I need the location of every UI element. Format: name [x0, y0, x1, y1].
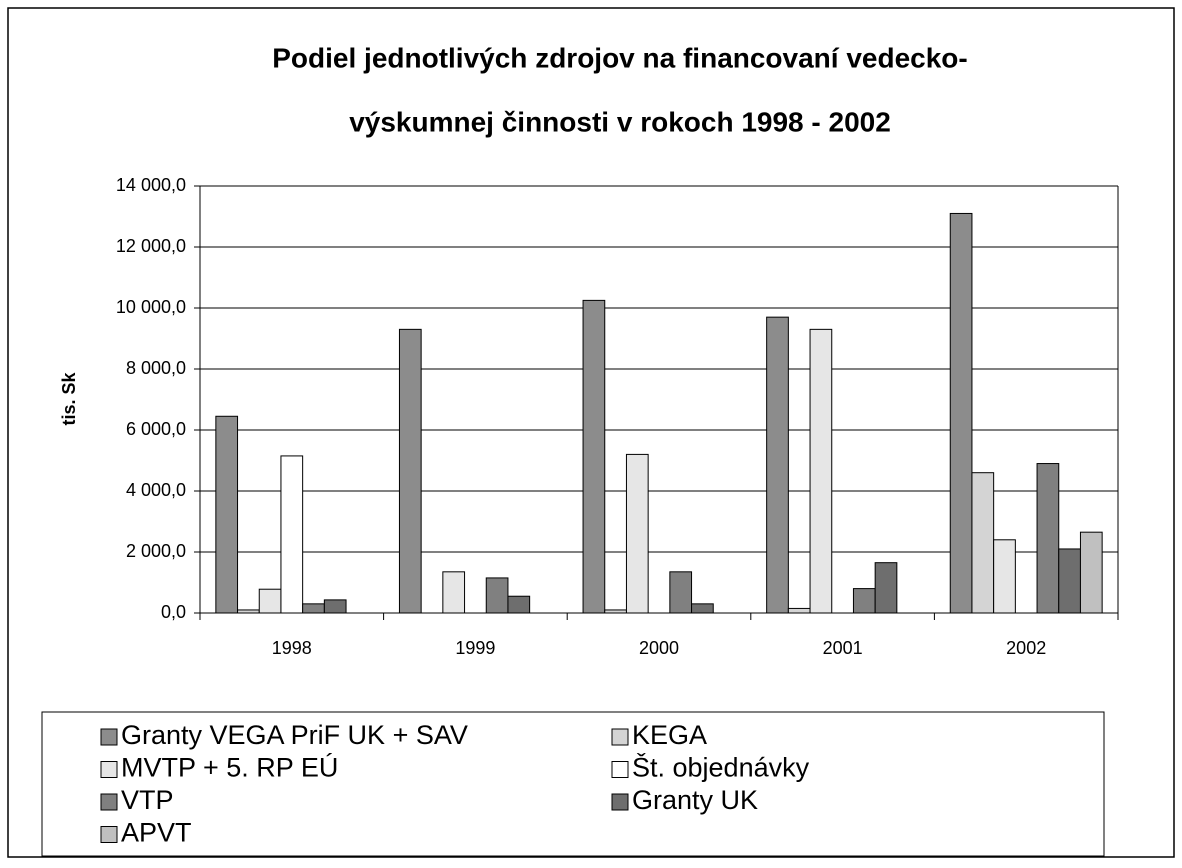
bar	[874, 562, 898, 614]
bar	[507, 595, 531, 614]
bar	[258, 588, 282, 614]
bar	[398, 328, 422, 614]
bar	[280, 455, 304, 614]
x-tick-label: 2002	[1006, 638, 1046, 658]
y-tick-label: 2 000,0	[126, 541, 186, 561]
legend-swatch	[611, 728, 629, 746]
y-axis-label: tis. Sk	[59, 372, 79, 426]
bar	[669, 571, 693, 614]
bar	[993, 539, 1016, 614]
x-tick-label: 2000	[639, 638, 679, 658]
bar	[625, 453, 649, 614]
bar	[485, 577, 509, 614]
legend-swatch	[100, 761, 118, 778]
x-tick-label: 2001	[823, 638, 863, 658]
legend-swatch	[100, 728, 118, 746]
bar	[766, 316, 789, 614]
bar	[442, 571, 466, 614]
legend-swatch	[611, 761, 629, 778]
y-tick-label: 6 000,0	[126, 419, 186, 439]
legend-label: Granty VEGA PriF UK + SAV	[121, 720, 468, 750]
bar	[323, 599, 347, 614]
y-tick-label: 8 000,0	[126, 358, 186, 378]
bar	[302, 603, 325, 614]
y-tick-label: 12 000,0	[116, 236, 186, 256]
bar	[787, 607, 811, 614]
bar	[809, 328, 833, 614]
legend-box	[41, 711, 1105, 857]
bar	[949, 212, 973, 614]
legend-label: VTP	[121, 785, 174, 815]
legend-label: Granty UK	[632, 785, 758, 815]
x-tick-label: 1999	[455, 638, 495, 658]
y-tick-label: 14 000,0	[116, 175, 186, 195]
bar	[1036, 463, 1060, 614]
bar	[215, 415, 239, 614]
legend-swatch	[611, 793, 629, 811]
chart-title: Podiel jednotlivých zdrojov na financova…	[272, 42, 968, 73]
legend-swatch	[100, 826, 118, 843]
bar	[691, 603, 714, 614]
legend-label: APVT	[121, 818, 192, 848]
bar	[852, 588, 876, 614]
x-tick-label: 1998	[272, 638, 312, 658]
legend-label: Št. objednávky	[632, 752, 810, 783]
y-tick-label: 10 000,0	[116, 297, 186, 317]
legend-swatch	[100, 793, 118, 811]
bar	[1079, 531, 1103, 614]
chart-title: výskumnej činnosti v rokoch 1998 - 2002	[349, 106, 891, 137]
y-tick-label: 4 000,0	[126, 480, 186, 500]
bar	[1058, 548, 1081, 614]
legend-label: KEGA	[632, 720, 707, 750]
bar	[971, 472, 995, 614]
bar	[582, 299, 606, 614]
legend-label: MVTP + 5. RP EÚ	[121, 752, 338, 783]
y-tick-label: 0,0	[161, 602, 186, 622]
